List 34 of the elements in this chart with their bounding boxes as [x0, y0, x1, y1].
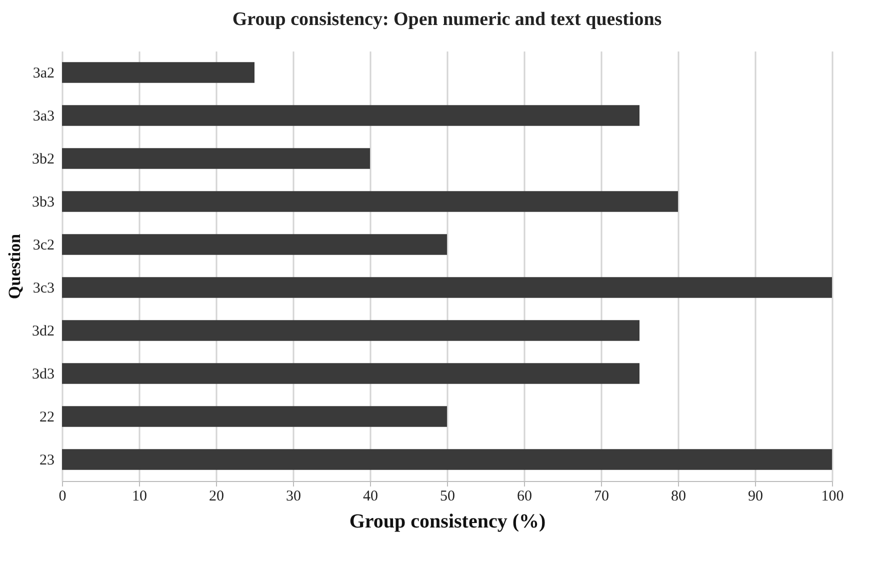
bar [62, 234, 447, 255]
y-tick-label: 3b3 [32, 194, 54, 210]
bar [62, 148, 370, 169]
bar [62, 406, 447, 427]
bar [62, 363, 640, 384]
x-tick-label: 60 [517, 488, 532, 504]
bar [62, 105, 640, 126]
y-tick-label: 3d2 [32, 324, 54, 340]
x-tick-label: 30 [286, 488, 301, 504]
y-tick-label: 22 [40, 410, 54, 426]
y-tick-label: 23 [40, 452, 54, 468]
bar [62, 277, 832, 298]
x-tick-label: 10 [132, 488, 147, 504]
y-tick-label: 3a2 [32, 66, 54, 82]
y-tick-label: 3c3 [32, 280, 54, 296]
bar [62, 62, 254, 83]
x-tick-label: 50 [440, 488, 455, 504]
x-tick-label: 20 [209, 488, 224, 504]
bar [62, 449, 832, 470]
bar [62, 191, 678, 212]
chart-title: Group consistency: Open numeric and text questions [232, 9, 662, 30]
x-tick-label: 90 [748, 488, 763, 504]
x-tick-label: 80 [671, 488, 686, 504]
x-tick-label: 100 [821, 488, 844, 504]
y-tick-label: 3b2 [32, 152, 54, 168]
x-tick-label: 0 [58, 488, 66, 504]
x-tick-label: 40 [363, 488, 378, 504]
x-tick-label: 70 [594, 488, 609, 504]
y-axis-title: Question [5, 233, 24, 300]
x-axis-title: Group consistency (%) [349, 510, 546, 532]
y-tick-label: 3a3 [32, 108, 54, 124]
y-tick-label: 3c2 [32, 238, 54, 254]
bar [62, 320, 640, 341]
y-tick-label: 3d3 [32, 366, 54, 382]
